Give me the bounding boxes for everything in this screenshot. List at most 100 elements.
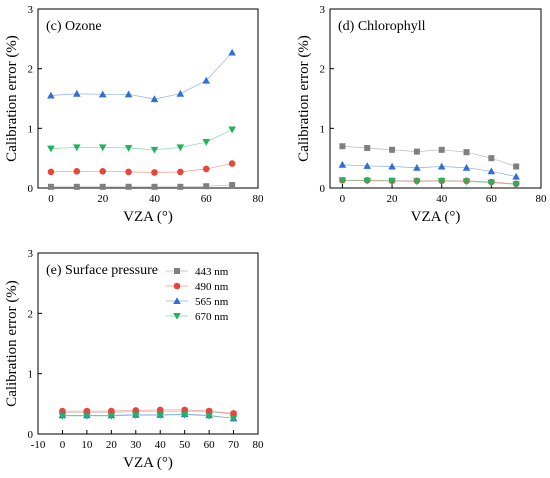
data-point <box>124 90 133 98</box>
x-tick-label: 20 <box>97 193 109 205</box>
x-tick-label: 80 <box>253 439 265 451</box>
data-point <box>512 172 520 180</box>
data-point <box>125 183 132 190</box>
x-tick-label: 70 <box>228 439 240 451</box>
y-tick-label: 0 <box>320 183 326 195</box>
data-point <box>83 407 91 415</box>
plot-frame <box>37 8 259 189</box>
y-tick-label: 3 <box>28 248 34 260</box>
data-point <box>99 183 106 190</box>
x-tick-label: -10 <box>31 439 46 451</box>
x-tick-label: 60 <box>201 193 213 205</box>
data-point <box>487 167 496 175</box>
series <box>47 126 236 154</box>
data-point <box>108 407 115 415</box>
data-point <box>181 406 188 414</box>
data-point <box>488 155 495 162</box>
x-tick-label: 80 <box>536 193 548 205</box>
data-point <box>339 143 346 150</box>
data-point <box>156 406 164 414</box>
data-point <box>107 412 116 420</box>
x-tick-label: 50 <box>179 439 191 451</box>
data-point <box>156 412 165 420</box>
data-point <box>73 89 81 97</box>
y-tick-label: 2 <box>28 64 34 76</box>
series <box>47 160 236 176</box>
data-point <box>228 126 236 134</box>
data-point <box>47 183 54 190</box>
data-point <box>228 160 236 167</box>
data-point <box>205 412 213 420</box>
data-point <box>202 76 211 84</box>
series <box>47 182 236 190</box>
x-tick-label: 60 <box>204 439 216 451</box>
y-tick-label: 2 <box>320 64 326 76</box>
data-point <box>413 148 420 155</box>
data-point <box>203 183 210 190</box>
x-tick-label: 80 <box>253 193 265 205</box>
data-point <box>462 163 471 171</box>
data-point <box>437 162 446 170</box>
series-line <box>50 52 233 100</box>
series-line <box>62 410 234 415</box>
y-tick-label: 0 <box>28 429 34 441</box>
data-point <box>151 169 158 176</box>
data-point <box>413 178 421 186</box>
y-axis-label: Calibration error (%) <box>4 35 20 162</box>
x-axis-label: VZA (°) <box>123 455 173 471</box>
data-point <box>438 146 445 153</box>
data-point <box>47 145 55 153</box>
data-point <box>73 183 80 190</box>
series-line <box>62 413 234 419</box>
data-point <box>47 168 55 176</box>
series-line <box>50 163 233 173</box>
y-tick-label: 2 <box>28 308 34 320</box>
data-point <box>124 145 133 152</box>
data-point <box>462 178 471 186</box>
data-point <box>150 146 159 154</box>
data-point <box>58 412 67 420</box>
data-point <box>202 139 211 146</box>
y-axis-label: Calibration error (%) <box>296 35 312 162</box>
series <box>339 143 520 170</box>
series <box>59 406 237 417</box>
panel-title: (e) Surface pressure <box>46 263 158 278</box>
series-line <box>62 414 234 419</box>
x-tick-label: 0 <box>60 439 66 451</box>
legend-label: 443 nm <box>195 266 229 278</box>
data-point <box>47 91 55 99</box>
data-point <box>202 165 210 173</box>
data-point <box>228 48 236 56</box>
y-tick-label: 3 <box>28 4 34 16</box>
data-point <box>513 163 520 170</box>
x-tick-label: 60 <box>486 193 498 205</box>
x-tick-label: 30 <box>130 439 142 451</box>
data-point <box>59 407 66 415</box>
series-line <box>342 164 517 178</box>
series-line <box>342 145 517 167</box>
x-tick-label: 40 <box>155 439 167 451</box>
data-point <box>413 163 421 171</box>
x-tick-label: 20 <box>387 193 399 205</box>
y-axis-label: Calibration error (%) <box>4 280 20 407</box>
plot-frame <box>37 252 259 435</box>
x-tick-label: 0 <box>340 193 346 205</box>
data-point <box>229 182 236 189</box>
data-point <box>132 407 140 414</box>
data-point <box>229 415 238 423</box>
data-point <box>363 177 372 185</box>
y-tick-label: 1 <box>320 123 326 135</box>
legend-label: 670 nm <box>195 311 229 323</box>
panel-title: (c) Ozone <box>46 19 102 34</box>
data-point <box>177 183 184 190</box>
data-point <box>437 177 446 185</box>
legend-marker <box>174 268 180 274</box>
series-line <box>342 179 517 185</box>
legend-label: 565 nm <box>195 296 229 308</box>
data-point <box>125 168 132 176</box>
series <box>47 48 236 103</box>
x-axis-label: VZA (°) <box>123 209 173 225</box>
data-point <box>73 167 81 175</box>
